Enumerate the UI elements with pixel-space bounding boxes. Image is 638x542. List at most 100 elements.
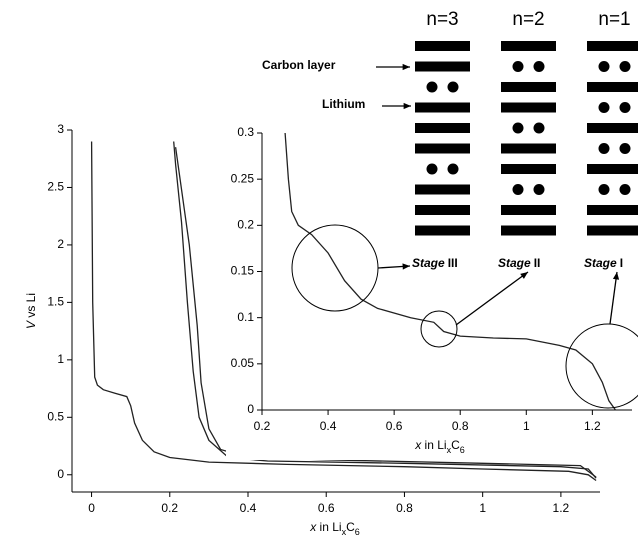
x-tick-label: 0.6 <box>386 419 403 433</box>
x-tick-label: 0.8 <box>452 419 469 433</box>
lithium-atom <box>598 143 610 154</box>
y-tick-label: 1 <box>57 352 64 366</box>
lithium-atom <box>598 102 610 113</box>
lithium-atom <box>533 61 545 72</box>
lithium-atom <box>598 61 610 72</box>
x-tick-label: 0.4 <box>320 419 337 433</box>
carbon-layer <box>501 41 556 51</box>
carbon-layer <box>415 61 470 72</box>
carbon-layer <box>501 225 556 236</box>
label-part: in Li <box>421 438 446 452</box>
label-part: x <box>447 445 452 455</box>
x-tick-label: 1 <box>523 419 530 433</box>
stage-roman: I <box>620 256 623 270</box>
arrow-head <box>402 263 410 270</box>
label-part: C <box>346 520 355 534</box>
carbon-layer <box>587 225 638 236</box>
stage-n: n=3 <box>426 9 458 30</box>
y-tick-label: 0.5 <box>47 409 64 423</box>
lithium-label: Lithium <box>322 97 365 111</box>
x-tick-label: 0.2 <box>161 501 178 515</box>
lithium-atom <box>619 143 631 154</box>
lithium-atom <box>447 81 459 93</box>
lithium-atom <box>426 81 438 93</box>
stage-n: n=2 <box>512 9 544 30</box>
lithium-atom <box>533 184 545 195</box>
arrow-head <box>403 102 411 110</box>
lithium-atom <box>512 184 524 195</box>
lithium-atom <box>619 102 631 113</box>
label-part: vs Li <box>24 293 38 321</box>
stage-label: Stage I <box>584 256 623 270</box>
y-tick-label: 0.1 <box>237 310 254 324</box>
lithium-atom <box>598 184 610 195</box>
y-tick-label: 0.25 <box>231 171 255 185</box>
x-tick-label: 0.8 <box>396 501 413 515</box>
zoom-circle <box>420 310 458 348</box>
stage-word: Stage <box>412 256 445 270</box>
carbon-layer <box>587 164 638 174</box>
y-tick-label: 0.05 <box>231 356 255 370</box>
lithium-atom <box>447 163 459 175</box>
lithium-atom <box>512 122 524 134</box>
carbon-layer <box>587 205 638 215</box>
carbon-layer <box>415 41 470 51</box>
carbon-layer <box>501 164 556 174</box>
stage-word: Stage <box>498 256 531 270</box>
carbon-layer <box>501 82 556 92</box>
y-tick-label: 0 <box>247 402 254 416</box>
carbon-label: Carbon layer <box>262 58 336 72</box>
stage-n: n=1 <box>598 9 630 30</box>
carbon-layer <box>415 184 470 195</box>
carbon-layer <box>415 143 470 154</box>
x-tick-label: 0.4 <box>240 501 257 515</box>
carbon-layer <box>415 123 470 133</box>
label-part: 6 <box>460 445 465 455</box>
data-line <box>173 141 597 479</box>
label-part: V <box>24 320 38 329</box>
x-tick-label: 1.2 <box>584 419 601 433</box>
axis-label: V vs Li <box>24 293 38 329</box>
lithium-atom <box>533 122 545 134</box>
stage-word: Stage <box>584 256 617 270</box>
carbon-layer <box>587 123 638 133</box>
carbon-layer <box>587 41 638 51</box>
label-part: x <box>309 520 317 534</box>
y-tick-label: 2 <box>57 237 64 251</box>
x-tick-label: 0.2 <box>254 419 271 433</box>
carbon-layer <box>501 205 556 215</box>
stage-roman: III <box>448 256 458 270</box>
x-tick-label: 0.6 <box>318 501 335 515</box>
arrow-head <box>612 272 620 280</box>
x-tick-label: 0 <box>88 501 95 515</box>
axis-label: x in LixC6 <box>309 520 360 537</box>
y-tick-label: 0 <box>57 467 64 481</box>
y-tick-label: 0.2 <box>237 218 254 232</box>
zoom-circle <box>565 323 638 409</box>
stage-label: Stage III <box>412 256 458 270</box>
carbon-layer <box>415 102 470 113</box>
carbon-layer <box>415 205 470 215</box>
carbon-layer <box>501 143 556 154</box>
arrow-head <box>520 272 528 279</box>
label-part: x <box>342 527 347 537</box>
stage-roman: II <box>534 256 541 270</box>
stage-label: Stage II <box>498 256 540 270</box>
axis-label: x in LixC6 <box>414 438 465 455</box>
y-tick-label: 1.5 <box>47 295 64 309</box>
lithium-atom <box>512 61 524 72</box>
data-line <box>174 147 597 478</box>
y-tick-label: 0.15 <box>231 264 255 278</box>
carbon-layer <box>501 102 556 113</box>
y-tick-label: 0.3 <box>237 125 254 139</box>
lithium-atom <box>619 184 631 195</box>
y-tick-label: 2.5 <box>47 180 64 194</box>
arrow-head <box>402 63 410 71</box>
arrow <box>455 271 529 326</box>
lithium-atom <box>426 163 438 175</box>
lithium-atom <box>619 61 631 72</box>
arrow <box>609 271 618 325</box>
label-part: in Li <box>316 520 341 534</box>
